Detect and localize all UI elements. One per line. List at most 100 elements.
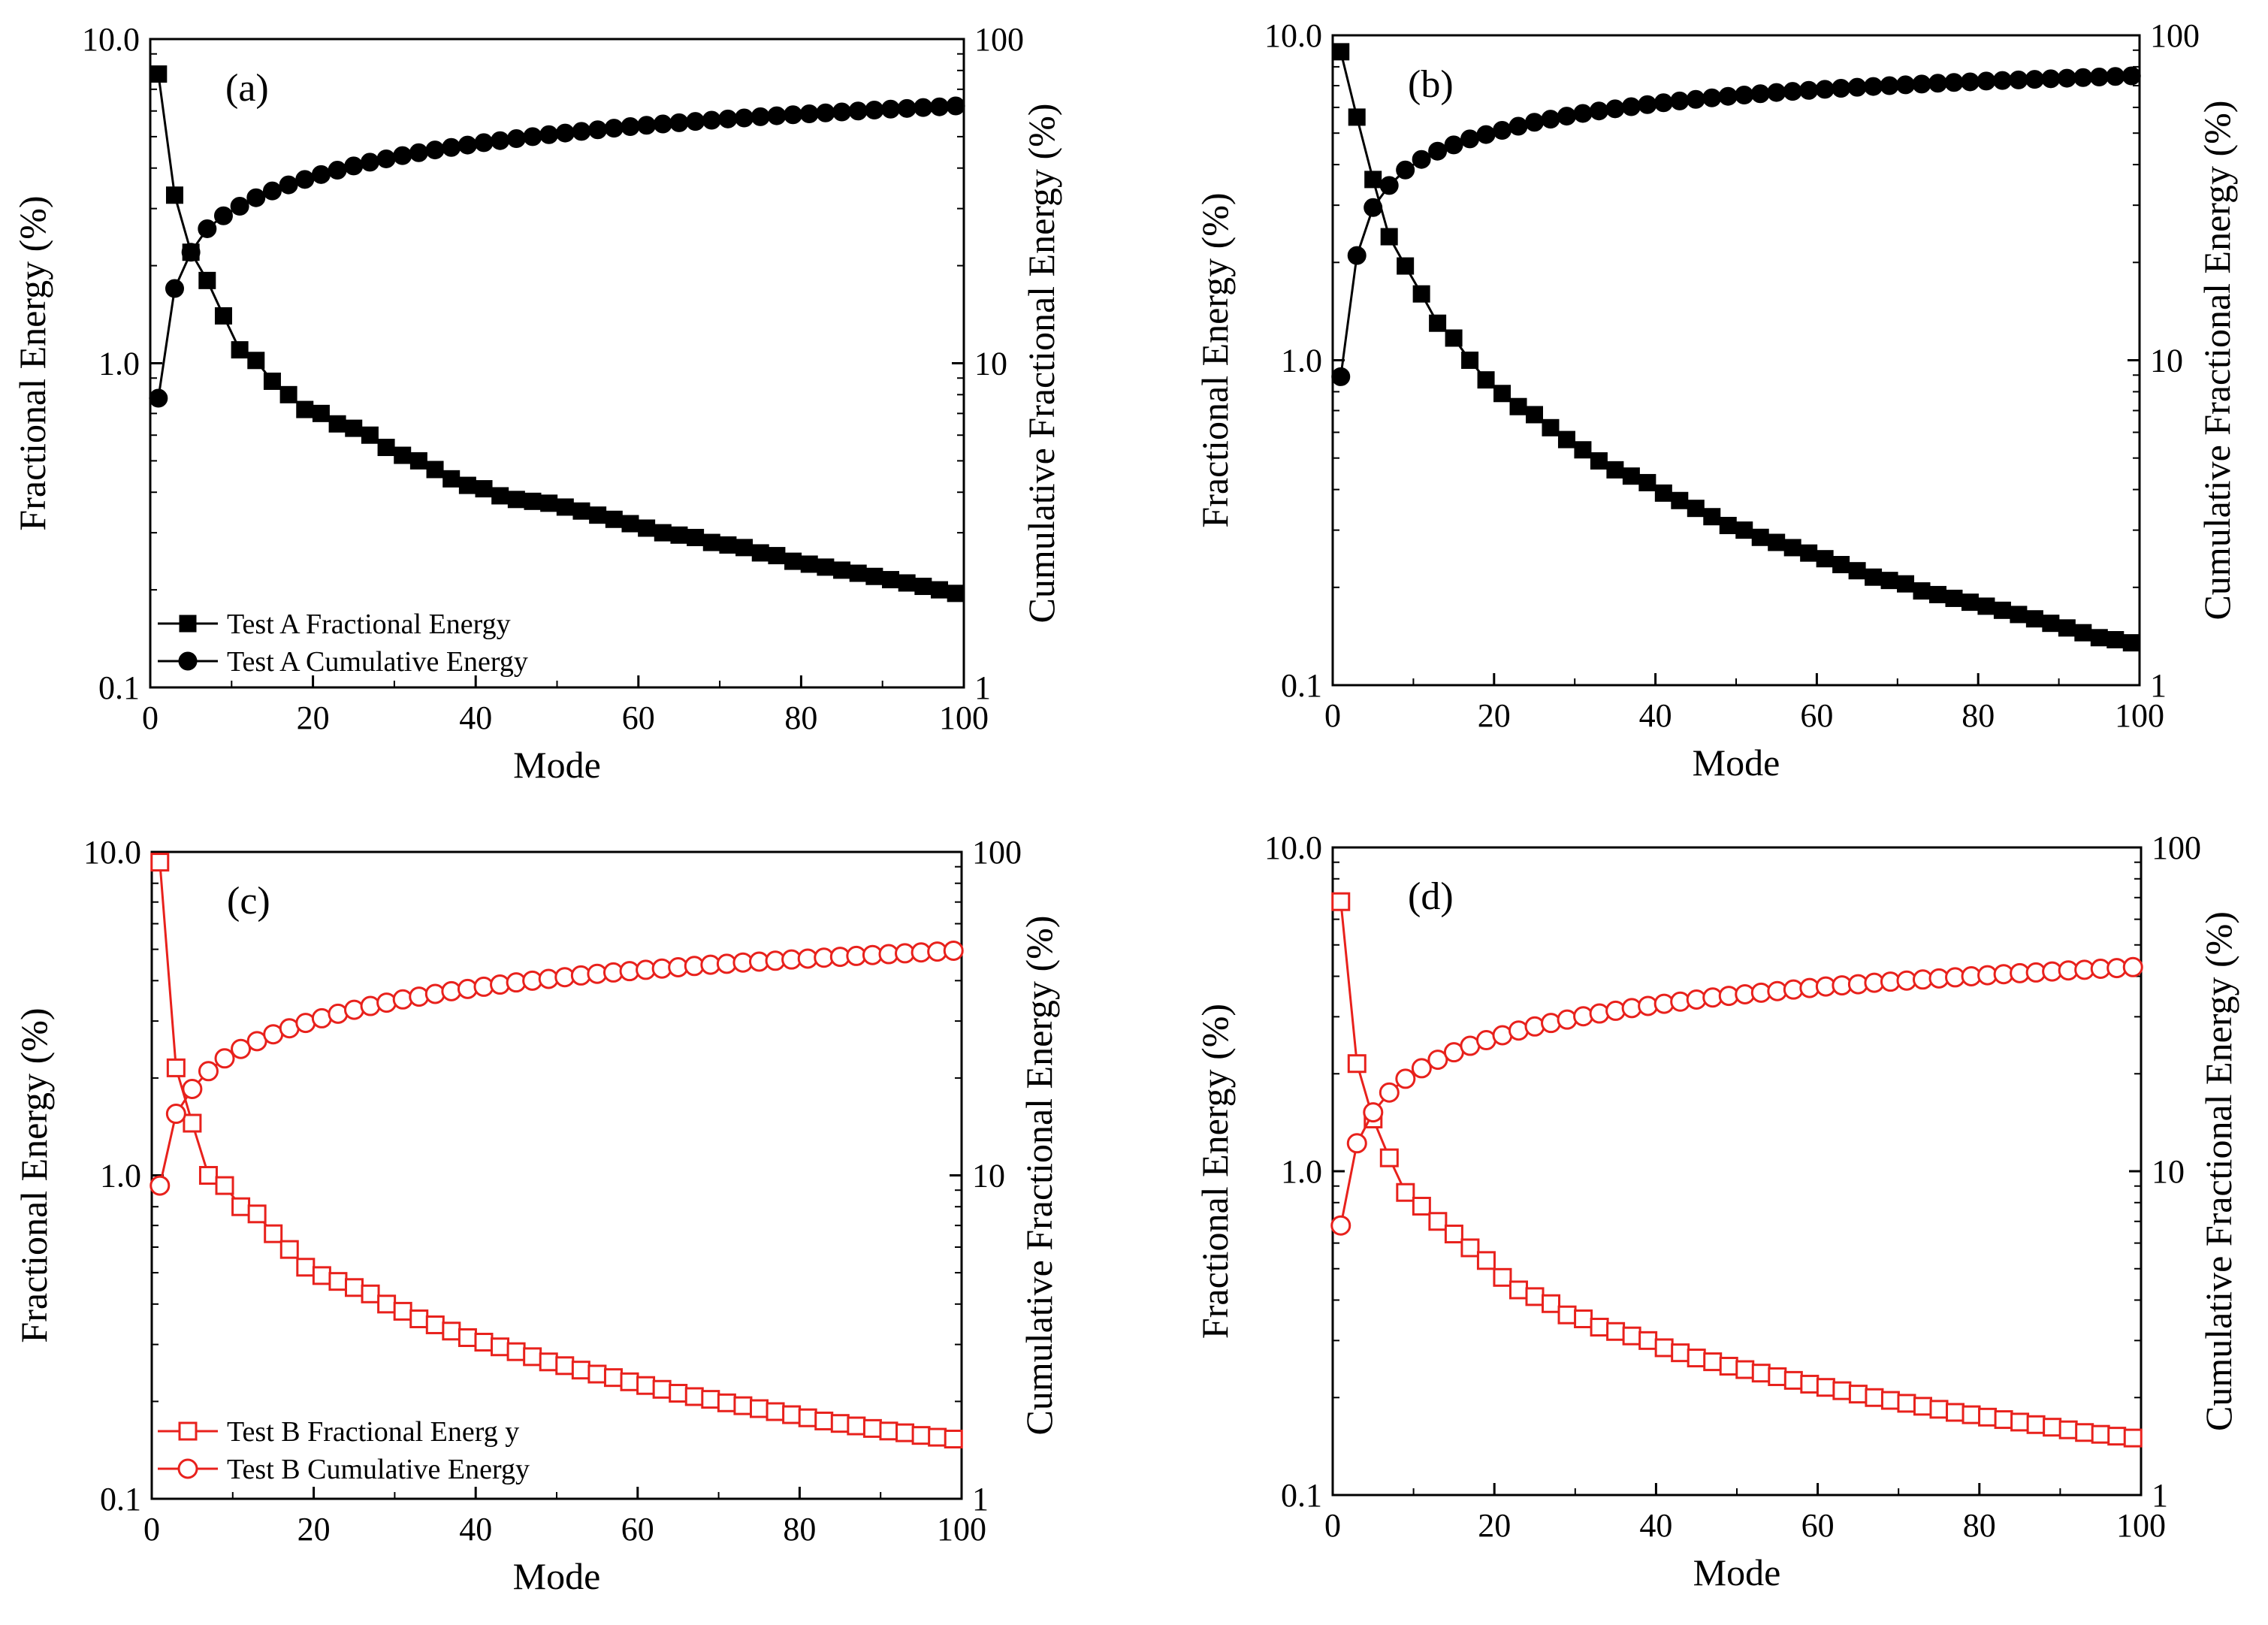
cumulative-point (1992, 71, 2012, 90)
fractional-point (800, 555, 818, 573)
cumulative-point (442, 137, 461, 157)
y-left-axis-label: Fractional Energy (%) (11, 195, 53, 530)
fractional-point (1364, 171, 1382, 189)
cumulative-point (767, 106, 787, 125)
fractional-point (1687, 1349, 1706, 1368)
fractional-point (768, 547, 786, 565)
cumulative-point (637, 116, 657, 135)
fractional-point (150, 853, 170, 872)
fractional-point (605, 510, 623, 528)
fractional-point (1508, 1280, 1528, 1300)
cumulative-point (149, 1175, 171, 1196)
cumulative-point (198, 219, 217, 238)
fractional-point (587, 1364, 607, 1384)
fractional-point (2122, 634, 2140, 652)
cumulative-point (914, 98, 933, 117)
fractional-point (183, 1113, 202, 1133)
cumulative-point (1621, 97, 1641, 116)
fractional-point (1816, 1378, 1835, 1397)
x-tick-label: 100 (937, 1511, 986, 1548)
fractional-point (687, 528, 705, 546)
fractional-point (1622, 467, 1640, 485)
cumulative-point (702, 110, 721, 130)
cumulative-point (588, 120, 608, 140)
cumulative-point (1832, 79, 1851, 98)
fractional-point (1719, 1356, 1738, 1376)
y-right-tick-label: 10 (2150, 343, 2183, 379)
fractional-point (1751, 528, 1769, 546)
fractional-point (1735, 521, 1753, 539)
cumulative-point (1880, 76, 1899, 95)
legend-label: Test A Fractional Energy (227, 609, 511, 640)
y-left-axis-label: Fractional Energy (%) (1194, 192, 1236, 527)
y-right-tick-label: 100 (2150, 17, 2200, 54)
fractional-point (1654, 484, 1672, 502)
cumulative-point (881, 99, 901, 119)
fractional-point (814, 1411, 834, 1430)
fractional-point (458, 476, 476, 494)
fractional-point (1396, 1183, 1415, 1202)
y-right-tick-label: 10 (972, 1158, 1005, 1195)
series-line-cumulative (1339, 965, 2134, 1226)
cumulative-point (897, 98, 917, 118)
fractional-point (491, 1337, 510, 1357)
fractional-point (1493, 1267, 1512, 1287)
cumulative-point (344, 999, 364, 1020)
fractional-point (165, 186, 183, 204)
cumulative-point (653, 114, 672, 134)
fractional-point (1994, 1410, 2013, 1430)
fractional-point (2010, 1412, 2030, 1432)
fractional-point (849, 564, 867, 582)
cumulative-point (295, 170, 315, 189)
y-right-tick-label: 1 (2150, 667, 2167, 704)
y-right-tick-label: 100 (974, 21, 1024, 58)
cumulative-point (1395, 1068, 1416, 1089)
fractional-point (345, 1278, 364, 1297)
fractional-point (1800, 544, 1818, 562)
cumulative-point (686, 112, 705, 131)
fractional-point (895, 1423, 915, 1442)
x-tick-label: 100 (939, 699, 989, 736)
y-left-tick-label: 1.0 (1281, 343, 1322, 379)
fractional-point (231, 1197, 251, 1216)
fractional-point (214, 307, 232, 325)
fractional-point (1783, 1370, 1803, 1390)
fractional-point (654, 524, 672, 542)
fractional-point (1509, 397, 1527, 415)
x-axis-label: Mode (1693, 1551, 1781, 1593)
fractional-point (1332, 43, 1350, 61)
fractional-point (684, 1387, 704, 1406)
fractional-point (523, 1347, 542, 1367)
fractional-point (1461, 352, 1479, 369)
x-axis-label: Mode (513, 744, 601, 786)
fractional-point (702, 533, 720, 551)
legend-marker (178, 1421, 198, 1441)
fractional-point (506, 1342, 526, 1361)
x-tick-label: 60 (1800, 697, 1833, 734)
plot-frame (1331, 846, 2143, 1497)
fractional-point (1832, 1381, 1852, 1400)
panel-label: (a) (225, 67, 269, 110)
legend-marker (179, 615, 197, 633)
cumulative-point (1735, 85, 1754, 104)
fractional-point (1783, 539, 1801, 557)
legend-marker (177, 1458, 198, 1479)
cumulative-point (376, 992, 397, 1013)
y-right-tick-label: 1 (974, 669, 991, 706)
fractional-point (279, 1240, 299, 1259)
fractional-point (1477, 371, 1495, 389)
cumulative-point (1363, 1102, 1384, 1123)
cumulative-point (1589, 101, 1608, 121)
y-left-tick-label: 0.1 (1281, 1477, 1322, 1514)
fractional-point (733, 1396, 753, 1415)
cumulative-point (1847, 77, 1867, 97)
x-tick-label: 40 (459, 699, 492, 736)
cumulative-point (1428, 141, 1448, 161)
fractional-point (2091, 1424, 2110, 1444)
fractional-point (947, 584, 965, 603)
cumulative-point (1364, 198, 1383, 217)
cumulative-point (1347, 246, 1367, 265)
cumulative-point (311, 165, 331, 184)
fractional-point (1913, 582, 1931, 600)
cumulative-point (360, 153, 379, 172)
